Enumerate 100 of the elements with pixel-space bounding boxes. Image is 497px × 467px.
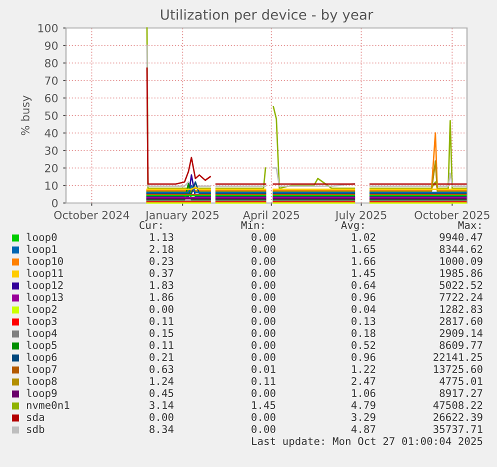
y-tick-label: 70 <box>45 76 58 85</box>
text: 1.45 <box>352 269 376 278</box>
text: 0.00 <box>252 233 276 242</box>
text: 2.18 <box>150 245 174 254</box>
y-tick-label: 40 <box>44 128 58 138</box>
text: 26622.39 <box>434 413 482 422</box>
text: 2.47 <box>352 377 376 385</box>
text: Min: <box>241 220 264 229</box>
legend-label: loop10 <box>26 256 63 268</box>
text: 9940.47 <box>440 233 482 242</box>
y-tick-label: 50 <box>45 111 58 120</box>
text: 1.66 <box>352 257 376 266</box>
text: 0.13 <box>352 317 376 326</box>
legend-label: loop12 <box>26 280 63 292</box>
legend-label: loop3 <box>26 316 57 328</box>
y-tick-label: 80 <box>44 58 58 68</box>
legend-label: loop8 <box>26 376 57 388</box>
text: 0.00 <box>252 257 276 266</box>
text: 0.01 <box>252 365 276 374</box>
text: 0.00 <box>252 341 276 350</box>
text: 0.52 <box>352 341 376 350</box>
text: 0.45 <box>150 389 174 398</box>
x-tick-label: July 2025 <box>334 210 386 222</box>
legend-label: loop5 <box>26 340 57 352</box>
x-tick-label: October 2024 <box>54 210 130 220</box>
text: 0.00 <box>252 353 276 362</box>
text: 0.04 <box>352 305 376 314</box>
legend-label: loop7 <box>26 364 57 376</box>
text: 0.64 <box>352 281 376 290</box>
y-tick-label: 10 <box>45 181 58 190</box>
legend-label: sda <box>27 412 44 422</box>
legend-label: loop11 <box>26 268 63 280</box>
text: 1.45 <box>252 401 276 410</box>
text: 0.00 <box>252 425 276 434</box>
text: 2817.60 <box>440 317 482 326</box>
y-tick-label: 60 <box>45 94 58 102</box>
legend-label: loop0 <box>26 232 57 244</box>
legend-label: loop4 <box>26 328 57 340</box>
y-tick-label: 20 <box>45 164 58 172</box>
text: 8917.27 <box>440 389 482 398</box>
legend-label: loop6 <box>26 352 57 364</box>
text: 0.00 <box>252 293 276 302</box>
text: 0.00 <box>252 281 276 290</box>
text: 1.86 <box>150 293 174 302</box>
text: 0.15 <box>150 329 174 338</box>
x-tick-label: April 2025 <box>242 210 300 222</box>
text: 1.06 <box>352 389 376 398</box>
text: 0.21 <box>150 353 174 362</box>
chart-title: Utilization per device - by year <box>161 9 374 23</box>
text: 0.00 <box>252 413 276 422</box>
text: Max: <box>458 221 480 230</box>
text: 4775.01 <box>440 377 482 386</box>
text: 0.00 <box>150 305 174 314</box>
legend-label: loop13 <box>26 292 63 304</box>
text: 35737.71 <box>434 425 482 434</box>
text: 0.00 <box>252 245 276 254</box>
text: 1.24 <box>150 377 174 385</box>
text: 3.14 <box>150 401 174 410</box>
text: 47508.22 <box>433 401 482 410</box>
y-tick-label: 30 <box>45 146 58 155</box>
text: 22141.25 <box>434 353 482 362</box>
legend-label: loop9 <box>26 388 57 400</box>
y-tick-label: 100 <box>38 24 58 32</box>
text: 1985.86 <box>440 269 482 278</box>
text: 0.11 <box>150 341 174 350</box>
y-tick-label: 90 <box>44 41 58 50</box>
text: 7722.24 <box>440 293 483 301</box>
legend-label: nvme0n1 <box>26 401 70 410</box>
text: 3.29 <box>352 413 376 422</box>
text: 8609.77 <box>440 341 482 350</box>
text: 4.79 <box>351 401 376 410</box>
text: 0.00 <box>150 413 174 422</box>
text: 0.96 <box>352 353 376 362</box>
legend-label: loop1 <box>26 244 57 256</box>
text: 0.00 <box>252 329 276 338</box>
text: 1.83 <box>150 281 174 290</box>
legend-label: loop2 <box>26 304 56 316</box>
x-tick-label: January 2025 <box>145 210 219 222</box>
text: Avg: <box>341 221 364 232</box>
text: 1.13 <box>150 233 174 242</box>
text: 0.00 <box>252 305 276 314</box>
text: 8.34 <box>150 425 174 434</box>
text: 1.22 <box>352 365 376 373</box>
y-axis-title: % busy <box>20 96 32 136</box>
text: 0.37 <box>150 269 174 278</box>
text: 0.18 <box>352 329 376 338</box>
text: Cur: <box>140 221 162 230</box>
text: 1.02 <box>352 233 376 242</box>
text: 0.00 <box>252 389 276 398</box>
legend-label: sdb <box>27 424 44 434</box>
text: 0.63 <box>150 365 174 374</box>
x-tick-label: October 2025 <box>414 210 490 220</box>
text: 1000.09 <box>440 257 482 266</box>
text: 0.00 <box>252 317 276 326</box>
text: 13725.60 <box>434 365 482 374</box>
text: 8344.62 <box>440 245 482 254</box>
text: 1.65 <box>352 245 376 254</box>
text: 0.23 <box>150 257 174 266</box>
text: 5022.52 <box>440 281 482 290</box>
text: 0.11 <box>252 377 276 386</box>
